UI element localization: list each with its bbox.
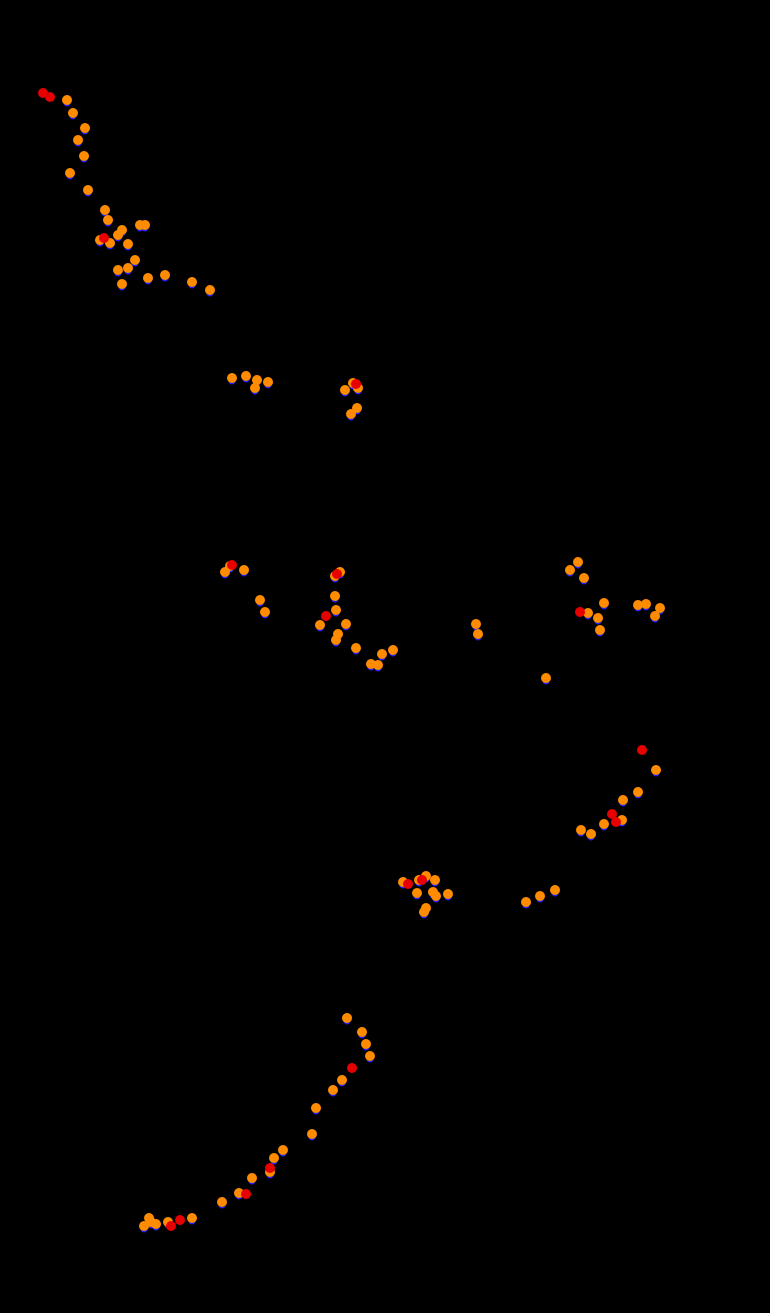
scatter-point-red	[99, 233, 109, 243]
scatter-point-orange	[227, 373, 237, 383]
scatter-point-orange	[100, 205, 110, 215]
scatter-point-orange	[73, 135, 83, 145]
scatter-point-orange	[263, 377, 273, 387]
scatter-point-orange	[80, 123, 90, 133]
scatter-point-orange	[123, 263, 133, 273]
scatter-point-orange	[595, 625, 605, 635]
scatter-point-orange	[586, 829, 596, 839]
scatter-point-red	[45, 92, 55, 102]
scatter-point-red	[227, 560, 237, 570]
scatter-point-orange	[239, 565, 249, 575]
scatter-point-orange	[103, 215, 113, 225]
scatter-point-orange	[419, 907, 429, 917]
scatter-point-red	[403, 879, 413, 889]
scatter-point-orange	[412, 888, 422, 898]
scatter-point-orange	[473, 629, 483, 639]
scatter-point-orange	[117, 279, 127, 289]
scatter-point-red	[611, 817, 621, 827]
scatter-point-orange	[79, 151, 89, 161]
scatter-point-orange	[593, 613, 603, 623]
scatter-point-orange	[250, 383, 260, 393]
scatter-point-orange	[342, 1013, 352, 1023]
scatter-point-orange	[430, 875, 440, 885]
scatter-point-orange	[535, 891, 545, 901]
scatter-point-orange	[62, 95, 72, 105]
scatter-point-orange	[641, 599, 651, 609]
scatter-point-orange	[315, 620, 325, 630]
scatter-point-orange	[187, 277, 197, 287]
scatter-point-orange	[151, 1219, 161, 1229]
scatter-point-orange	[255, 595, 265, 605]
scatter-point-orange	[269, 1153, 279, 1163]
scatter-point-red	[347, 1063, 357, 1073]
scatter-point-orange	[377, 649, 387, 659]
scatter-point-orange	[123, 239, 133, 249]
scatter-point-orange	[357, 1027, 367, 1037]
scatter-point-orange	[352, 403, 362, 413]
scatter-point-orange	[428, 887, 438, 897]
scatter-plot	[0, 0, 770, 1313]
scatter-point-orange	[260, 607, 270, 617]
scatter-point-orange	[633, 787, 643, 797]
scatter-point-orange	[541, 673, 551, 683]
scatter-point-orange	[187, 1213, 197, 1223]
scatter-point-orange	[573, 557, 583, 567]
scatter-point-orange	[599, 598, 609, 608]
scatter-point-orange	[311, 1103, 321, 1113]
scatter-point-orange	[576, 825, 586, 835]
scatter-point-red	[241, 1189, 251, 1199]
scatter-point-orange	[521, 897, 531, 907]
scatter-point-red	[265, 1163, 275, 1173]
scatter-point-orange	[337, 1075, 347, 1085]
scatter-point-orange	[140, 220, 150, 230]
scatter-point-orange	[579, 573, 589, 583]
scatter-point-orange	[388, 645, 398, 655]
scatter-point-orange	[68, 108, 78, 118]
scatter-point-orange	[160, 270, 170, 280]
scatter-point-orange	[361, 1039, 371, 1049]
scatter-point-red	[417, 875, 427, 885]
scatter-point-orange	[618, 795, 628, 805]
scatter-point-red	[175, 1215, 185, 1225]
scatter-point-orange	[471, 619, 481, 629]
scatter-point-orange	[241, 371, 251, 381]
scatter-point-red	[166, 1221, 176, 1231]
scatter-point-orange	[550, 885, 560, 895]
scatter-point-orange	[143, 273, 153, 283]
scatter-point-orange	[331, 605, 341, 615]
scatter-point-orange	[599, 819, 609, 829]
scatter-point-orange	[113, 265, 123, 275]
scatter-point-orange	[83, 185, 93, 195]
scatter-point-orange	[205, 285, 215, 295]
scatter-point-orange	[650, 611, 660, 621]
scatter-point-red	[321, 611, 331, 621]
scatter-point-red	[332, 569, 342, 579]
scatter-point-orange	[328, 1085, 338, 1095]
scatter-point-orange	[307, 1129, 317, 1139]
scatter-point-red	[637, 745, 647, 755]
scatter-point-orange	[651, 765, 661, 775]
scatter-point-orange	[341, 619, 351, 629]
scatter-point-orange	[340, 385, 350, 395]
scatter-point-orange	[373, 660, 383, 670]
scatter-point-orange	[443, 889, 453, 899]
scatter-point-orange	[565, 565, 575, 575]
scatter-point-red	[351, 379, 361, 389]
scatter-point-orange	[351, 643, 361, 653]
scatter-point-orange	[247, 1173, 257, 1183]
scatter-point-orange	[365, 1051, 375, 1061]
scatter-point-orange	[331, 635, 341, 645]
scatter-point-orange	[330, 591, 340, 601]
scatter-point-red	[575, 607, 585, 617]
scatter-point-orange	[217, 1197, 227, 1207]
scatter-point-orange	[113, 230, 123, 240]
scatter-point-orange	[278, 1145, 288, 1155]
scatter-point-orange	[65, 168, 75, 178]
